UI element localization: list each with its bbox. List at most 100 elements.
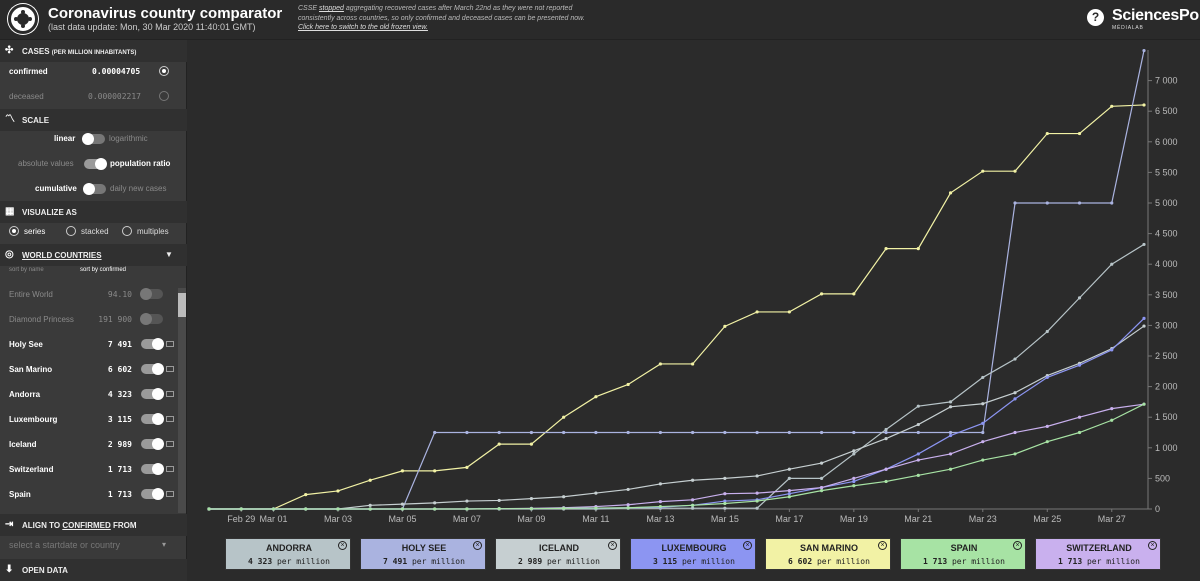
legend-card[interactable]: LUXEMBOURG 3 115 per million × xyxy=(630,538,756,570)
series-point xyxy=(658,500,662,504)
legend-card[interactable]: ICELAND 2 989 per million × xyxy=(495,538,621,570)
country-toggle[interactable] xyxy=(141,438,164,450)
remove-country-icon[interactable]: × xyxy=(743,541,752,550)
y-tick-label: 6 500 xyxy=(1155,106,1178,116)
open-data-button[interactable]: ⬇ OPEN DATA xyxy=(0,559,187,581)
series-point xyxy=(239,507,243,511)
legend-card-name: HOLY SEE xyxy=(401,543,447,553)
series-point xyxy=(884,430,888,435)
legend-card[interactable]: SAN MARINO 6 602 per million × xyxy=(765,538,891,570)
cumulative-label: cumulative xyxy=(35,184,77,193)
remove-country-icon[interactable]: × xyxy=(1148,541,1157,550)
ratio-toggle[interactable] xyxy=(84,158,107,170)
country-toggle[interactable] xyxy=(141,463,164,475)
cases-chart[interactable]: 0 500 1 000 1 500 2 000 2 500 3 000 3 500 4 000 4… xyxy=(188,40,1200,528)
help-icon[interactable]: ? xyxy=(1087,9,1104,26)
country-toggle[interactable] xyxy=(140,288,163,300)
country-value: 1 713 xyxy=(107,490,132,499)
multiples-radio[interactable] xyxy=(122,226,132,236)
solo-country-icon[interactable] xyxy=(166,491,174,497)
country-name: Diamond Princess xyxy=(9,315,74,324)
legend-card-value: 4 323 per million xyxy=(248,557,330,566)
series-point xyxy=(916,422,920,427)
series-point xyxy=(1013,357,1017,361)
series-point xyxy=(1142,324,1146,328)
series-point xyxy=(1110,348,1114,352)
series-point xyxy=(981,440,985,444)
logarithmic-label: logarithmic xyxy=(109,134,148,143)
country-value: 94.10 xyxy=(107,290,132,299)
series-point xyxy=(916,246,920,251)
country-toggle[interactable] xyxy=(141,413,164,425)
countries-section-header[interactable]: ◎ WORLD COUNTRIES ▼ xyxy=(0,244,187,266)
coronavirus-logo-icon xyxy=(8,4,38,34)
series-point xyxy=(755,474,759,478)
series-point xyxy=(723,324,727,328)
series-point xyxy=(336,489,340,493)
country-toggle[interactable] xyxy=(141,388,164,400)
country-toggle[interactable] xyxy=(141,488,164,500)
deceased-radio[interactable] xyxy=(159,91,169,101)
legend-card[interactable]: SPAIN 1 713 per million × xyxy=(900,538,1026,570)
series-point xyxy=(1045,201,1049,205)
stopped-link[interactable]: stopped xyxy=(319,5,344,12)
x-tick-label: Mar 07 xyxy=(453,514,481,524)
solo-country-icon[interactable] xyxy=(166,366,174,372)
x-tick-label: Mar 23 xyxy=(969,514,997,524)
country-toggle[interactable] xyxy=(140,313,163,325)
solo-country-icon[interactable] xyxy=(166,416,174,422)
series-point xyxy=(787,489,791,493)
confirmed-value: 0.00004705 xyxy=(92,67,141,76)
remove-country-icon[interactable]: × xyxy=(608,541,617,550)
series-radio[interactable] xyxy=(9,226,19,236)
confirmed-radio[interactable] xyxy=(159,66,169,76)
country-toggle[interactable] xyxy=(141,363,164,375)
series-point xyxy=(819,476,824,480)
legend-card[interactable]: ANDORRA 4 323 per million × xyxy=(225,538,351,570)
solo-country-icon[interactable] xyxy=(166,441,174,447)
y-tick-label: 2 000 xyxy=(1155,382,1178,392)
series-point xyxy=(852,449,856,453)
series-point xyxy=(1045,375,1049,380)
series-point xyxy=(948,452,953,456)
country-toggle[interactable] xyxy=(141,338,164,350)
deceased-label: deceased xyxy=(9,92,44,101)
series-point xyxy=(304,507,308,511)
sort-by-name[interactable]: sort by name xyxy=(9,267,44,273)
sciencespo-logo[interactable]: SciencesPo xyxy=(1112,7,1199,24)
remove-country-icon[interactable]: × xyxy=(473,541,482,550)
x-tick-label: Mar 15 xyxy=(711,514,739,524)
country-name: Spain xyxy=(9,490,31,499)
series-point xyxy=(981,430,985,435)
country-list-scrollbar[interactable] xyxy=(178,288,186,513)
sort-by-confirmed[interactable]: sort by confirmed xyxy=(80,267,127,273)
y-tick-label: 0 xyxy=(1155,504,1160,514)
solo-country-icon[interactable] xyxy=(166,466,174,472)
legend-card[interactable]: SWITZERLAND 1 713 per million × xyxy=(1035,538,1161,570)
solo-country-icon[interactable] xyxy=(166,341,174,347)
cumulative-toggle[interactable] xyxy=(83,183,106,195)
multiples-label: multiples xyxy=(137,227,169,236)
scale-toggle[interactable] xyxy=(82,133,105,145)
old-view-link[interactable]: Click here to switch to the old frozen v… xyxy=(298,24,428,31)
series-point xyxy=(1013,397,1017,401)
series-point xyxy=(529,507,534,511)
series-point xyxy=(1142,316,1146,320)
series-point xyxy=(819,485,824,490)
series-point xyxy=(529,430,534,435)
series-point xyxy=(981,169,985,173)
remove-country-icon[interactable]: × xyxy=(338,541,347,550)
scrollbar-thumb[interactable] xyxy=(178,293,186,317)
series-point xyxy=(948,467,953,471)
series-point xyxy=(465,465,469,469)
legend-card[interactable]: HOLY SEE 7 491 per million × xyxy=(360,538,486,570)
startdate-select[interactable]: select a startdate or country xyxy=(9,540,121,550)
series-point xyxy=(787,492,791,496)
stacked-radio[interactable] xyxy=(66,226,76,236)
solo-country-icon[interactable] xyxy=(166,391,174,397)
compass-icon: ◎ xyxy=(5,249,14,260)
remove-country-icon[interactable]: × xyxy=(878,541,887,550)
series-point xyxy=(400,502,405,506)
legend-card-name: ICELAND xyxy=(539,543,579,553)
remove-country-icon[interactable]: × xyxy=(1013,541,1022,550)
